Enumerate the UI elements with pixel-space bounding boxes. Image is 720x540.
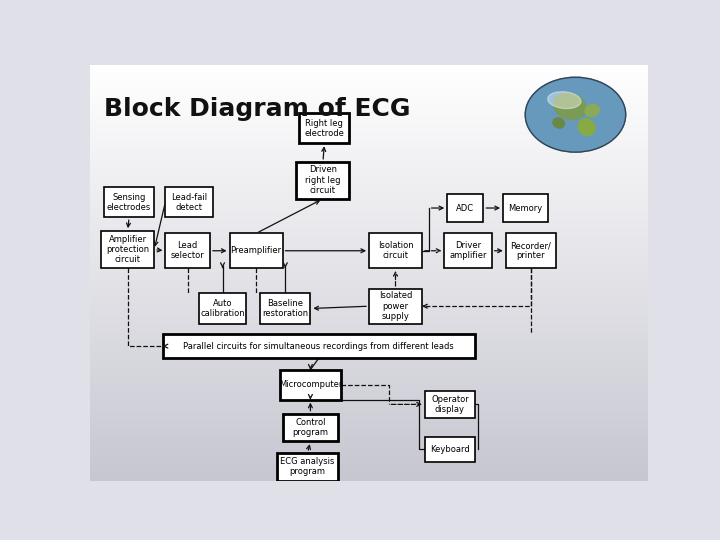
FancyBboxPatch shape: [280, 370, 341, 400]
Text: Parallel circuits for simultaneous recordings from different leads: Parallel circuits for simultaneous recor…: [184, 342, 454, 350]
Text: ECG analysis
program: ECG analysis program: [280, 457, 335, 476]
Text: Auto
calibration: Auto calibration: [200, 299, 245, 318]
Text: Keyboard: Keyboard: [430, 445, 469, 454]
Text: Amplifier
protection
circuit: Amplifier protection circuit: [106, 235, 149, 265]
Ellipse shape: [554, 93, 586, 119]
Ellipse shape: [548, 92, 581, 109]
Text: Lead-fail
detect: Lead-fail detect: [171, 193, 207, 212]
Text: Driver
amplifier: Driver amplifier: [449, 241, 487, 260]
FancyBboxPatch shape: [260, 293, 310, 323]
Text: Operator
display: Operator display: [431, 395, 469, 414]
FancyBboxPatch shape: [230, 233, 282, 268]
FancyBboxPatch shape: [282, 414, 338, 441]
FancyBboxPatch shape: [369, 289, 422, 323]
Text: Isolated
power
supply: Isolated power supply: [379, 291, 412, 321]
Text: Microcomputer: Microcomputer: [279, 380, 342, 389]
Text: Right leg
electrode: Right leg electrode: [305, 119, 344, 138]
FancyBboxPatch shape: [447, 194, 483, 222]
Ellipse shape: [553, 118, 564, 128]
Text: Isolation
circuit: Isolation circuit: [378, 241, 413, 260]
FancyBboxPatch shape: [425, 437, 475, 462]
Text: Sensing
electrodes: Sensing electrodes: [107, 193, 151, 212]
FancyBboxPatch shape: [503, 194, 547, 222]
Text: Driven
right leg
circuit: Driven right leg circuit: [305, 165, 341, 195]
Text: Baseline
restoration: Baseline restoration: [262, 299, 308, 318]
FancyBboxPatch shape: [297, 162, 349, 199]
FancyBboxPatch shape: [199, 293, 246, 323]
FancyBboxPatch shape: [166, 187, 213, 217]
Ellipse shape: [585, 104, 599, 117]
Ellipse shape: [578, 119, 595, 136]
FancyBboxPatch shape: [163, 334, 475, 358]
FancyBboxPatch shape: [505, 233, 556, 268]
Text: Recorder/
printer: Recorder/ printer: [510, 241, 552, 260]
FancyBboxPatch shape: [425, 390, 475, 418]
FancyBboxPatch shape: [277, 453, 338, 481]
Text: Block Diagram of ECG: Block Diagram of ECG: [104, 97, 410, 121]
FancyBboxPatch shape: [166, 233, 210, 268]
Text: Preamplifier: Preamplifier: [230, 246, 282, 255]
Text: ADC: ADC: [456, 204, 474, 213]
Text: Memory: Memory: [508, 204, 542, 213]
Text: Lead
selector: Lead selector: [171, 241, 204, 260]
FancyBboxPatch shape: [369, 233, 422, 268]
FancyBboxPatch shape: [300, 113, 349, 143]
Text: Control
program: Control program: [292, 418, 328, 437]
FancyBboxPatch shape: [101, 231, 154, 268]
FancyBboxPatch shape: [444, 233, 492, 268]
FancyBboxPatch shape: [104, 187, 154, 217]
Circle shape: [526, 77, 626, 152]
